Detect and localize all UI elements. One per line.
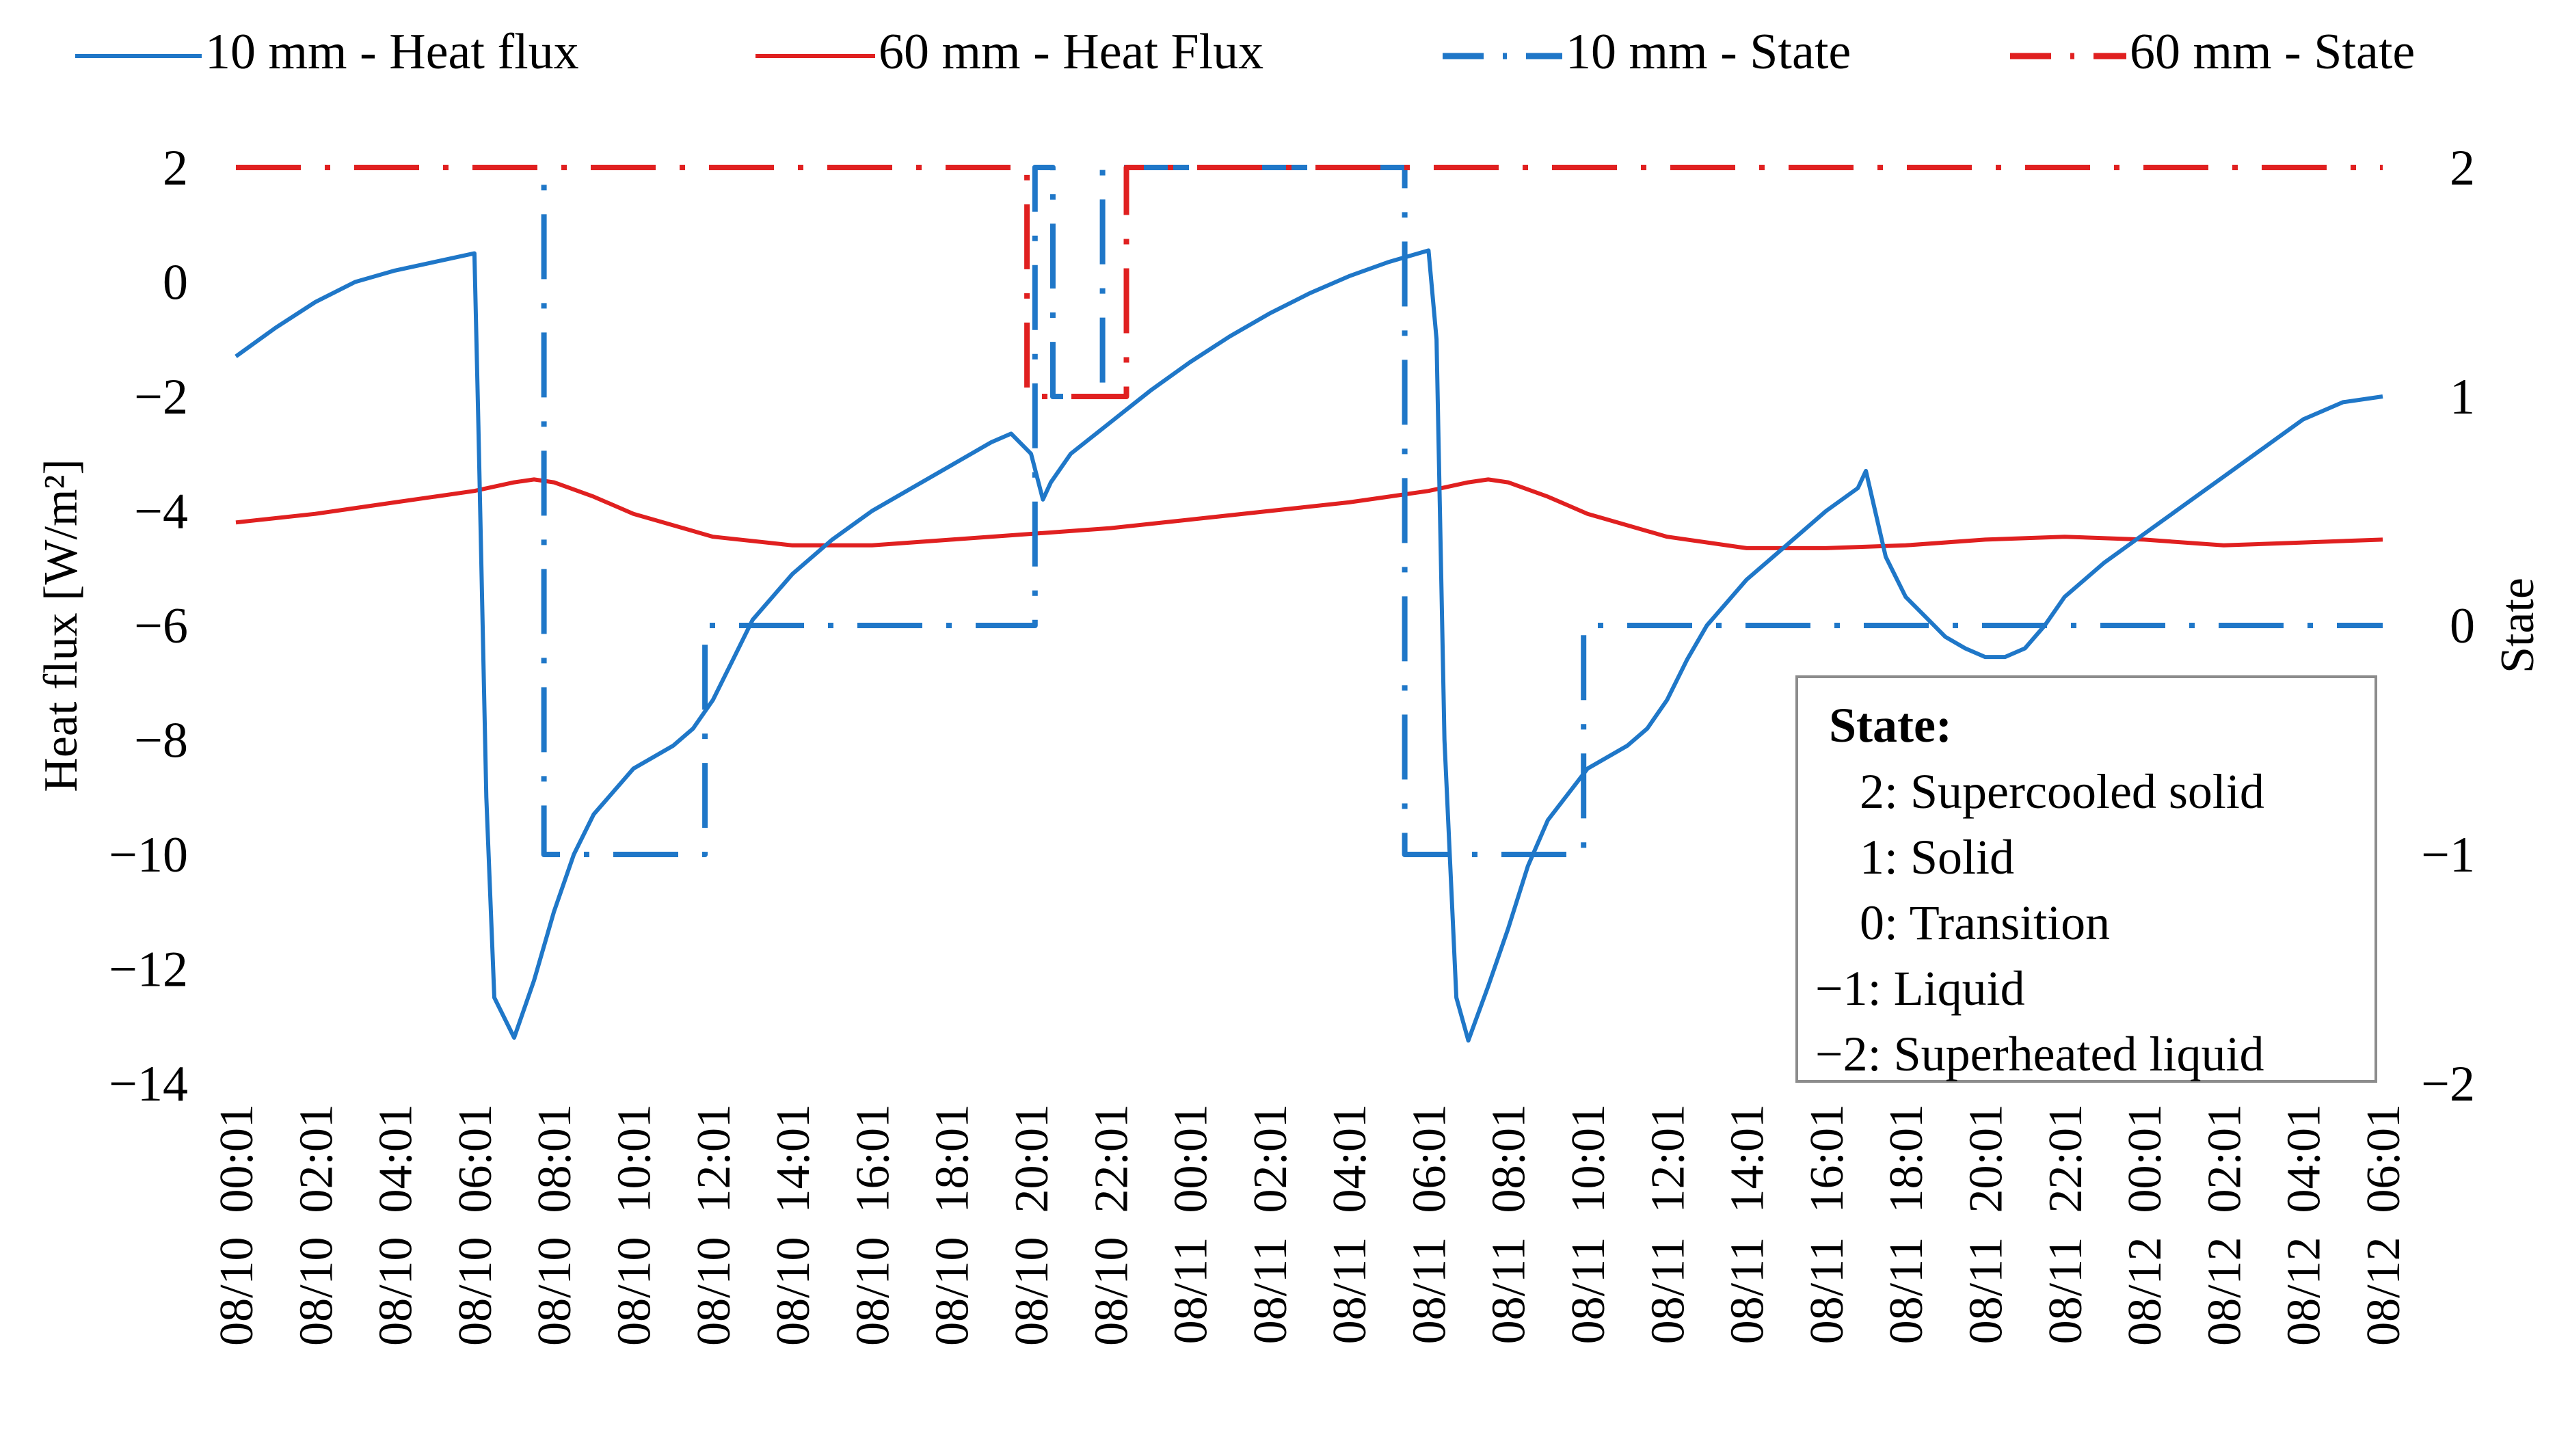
x-tick-label: 08/11 02:01 <box>1244 1104 1297 1344</box>
x-tick-label: 08/12 02:01 <box>2198 1104 2251 1346</box>
series-60-mm-heat-flux <box>235 477 2383 550</box>
legend-label-10mm-state: 10 mm - State <box>1566 24 1851 80</box>
x-tick-label: 08/12 00:01 <box>2119 1104 2171 1346</box>
x-tick-label: 08/11 00:01 <box>1165 1104 1218 1344</box>
legend-label-10mm-heat-flux: 10 mm - Heat flux <box>205 24 579 80</box>
x-tick-label: 08/10 14:01 <box>767 1104 820 1346</box>
series-10-mm-state <box>236 165 2383 857</box>
state-box-line-transition: 0: Transition <box>1860 895 2110 950</box>
x-axis-ticks: 08/10 00:01 08/10 02:01 08/10 04:01 08/10 0… <box>211 1104 2410 1346</box>
y-left-tick-label: −6 <box>134 598 188 654</box>
x-tick-label: 08/11 20:01 <box>1960 1104 2013 1344</box>
y-right-tick-label: −2 <box>2421 1056 2475 1112</box>
y-left-tick-label: −8 <box>134 713 188 769</box>
x-tick-label: 08/10 12:01 <box>688 1104 740 1346</box>
state-box-line-solid: 1: Solid <box>1860 830 2014 885</box>
x-tick-label: 08/10 08:01 <box>529 1104 581 1346</box>
y-left-tick-label: −4 <box>134 484 188 540</box>
x-tick-label: 08/10 16:01 <box>846 1104 899 1346</box>
legend-label-60mm-state: 60 mm - State <box>2130 24 2415 80</box>
state-box-frame <box>1795 675 2377 1083</box>
state-box-title: State: <box>1829 698 1952 753</box>
x-tick-label: 08/10 10:01 <box>608 1104 660 1346</box>
y-left-tick-label: −2 <box>134 369 188 425</box>
legend-label-60mm-heat-flux: 60 mm - Heat Flux <box>879 24 1263 80</box>
x-tick-label: 08/11 10:01 <box>1562 1104 1615 1344</box>
x-tick-label: 08/11 18:01 <box>1880 1104 1933 1344</box>
x-tick-label: 08/11 06:01 <box>1403 1104 1456 1344</box>
y-axis-right-title: State <box>2491 578 2544 673</box>
y-right-tick-label: 1 <box>2450 369 2475 425</box>
series-layer <box>235 165 2383 1043</box>
state-box-line-superheated: −2: Superheated liquid <box>1815 1027 2264 1081</box>
y-axis-left-title: Heat flux [W/m²] <box>35 459 88 792</box>
y-right-tick-label: 2 <box>2450 140 2475 196</box>
x-tick-label: 08/11 12:01 <box>1642 1104 1694 1344</box>
y-left-tick-label: 2 <box>163 140 188 196</box>
x-tick-label: 08/10 06:01 <box>449 1104 502 1346</box>
x-tick-label: 08/11 04:01 <box>1324 1104 1376 1344</box>
y-left-tick-label: −12 <box>109 942 188 998</box>
state-box: State: 2: Supercooled solid 1: Solid 0: … <box>1795 675 2377 1083</box>
x-tick-label: 08/11 14:01 <box>1722 1104 1774 1344</box>
x-tick-label: 08/11 22:01 <box>2039 1104 2092 1344</box>
x-tick-label: 08/12 06:01 <box>2357 1104 2410 1346</box>
state-box-line-liquid: −1: Liquid <box>1815 961 2025 1016</box>
y-axis-left-ticks: 2 0 −2 −4 −6 −8 −10 −12 −14 <box>109 140 188 1112</box>
x-tick-label: 08/10 18:01 <box>926 1104 979 1346</box>
y-axis-right-ticks: 2 1 0 −1 −2 <box>2421 140 2475 1112</box>
x-tick-label: 08/10 22:01 <box>1085 1104 1138 1346</box>
x-tick-label: 08/10 02:01 <box>290 1104 343 1346</box>
x-tick-label: 08/11 08:01 <box>1483 1104 1536 1344</box>
y-left-tick-label: −14 <box>109 1056 188 1112</box>
y-left-tick-label: 0 <box>163 255 188 311</box>
legend: 10 mm - Heat flux 60 mm - Heat Flux 10 m… <box>75 24 2415 80</box>
y-left-tick-label: −10 <box>109 827 188 883</box>
x-tick-label: 08/12 04:01 <box>2278 1104 2331 1346</box>
x-tick-label: 08/10 04:01 <box>370 1104 423 1346</box>
x-tick-label: 08/10 20:01 <box>1006 1104 1058 1346</box>
state-box-line-supercooled: 2: Supercooled solid <box>1860 764 2264 819</box>
series-10-mm-heat-flux <box>235 248 2383 1043</box>
y-right-tick-label: −1 <box>2421 827 2475 883</box>
x-tick-label: 08/11 16:01 <box>1801 1104 1854 1344</box>
series-60-mm-state <box>236 165 2383 399</box>
x-tick-label: 08/10 00:01 <box>211 1104 263 1346</box>
y-right-tick-label: 0 <box>2450 598 2475 654</box>
